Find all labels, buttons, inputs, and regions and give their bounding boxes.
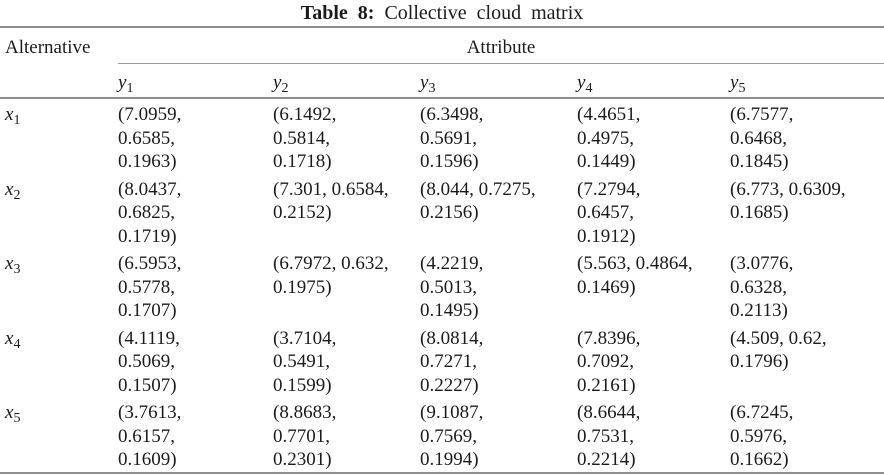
cell-x3-y5: (3.0776, 0.6328, 0.2113) bbox=[730, 253, 794, 321]
column-header-y2-var: y bbox=[273, 71, 282, 93]
column-header-y4: y4 bbox=[577, 63, 730, 99]
cell-x5-y4: (8.6644, 0.7531, 0.2214) bbox=[577, 397, 730, 474]
column-header-y4-sub: 4 bbox=[585, 80, 593, 96]
cell-x4-y3: (8.0814, 0.7271, 0.2227) bbox=[420, 327, 484, 396]
table-caption: Table 8: Collective cloud matrix bbox=[0, 0, 884, 26]
row-label-x1-sub: 1 bbox=[13, 113, 21, 128]
table-body: x1 (7.0959, 0.6585, 0.1963) (6.1492, 0.5… bbox=[0, 98, 884, 474]
row-label-x3: x3 bbox=[0, 248, 118, 323]
table-row-x4: x4 (4.1119, 0.5069, 0.1507) (3.7104, 0.5… bbox=[0, 323, 884, 398]
table-row-x2: x2 (8.0437, 0.6825, 0.1719) (7.301, 0.65… bbox=[0, 174, 884, 249]
column-header-y1: y1 bbox=[118, 63, 273, 99]
table-row-x3: x3 (6.5953, 0.5778, 0.1707) (6.7972, 0.6… bbox=[0, 248, 884, 323]
column-header-y5: y5 bbox=[730, 63, 884, 99]
cell-x4-y4: (7.8396, 0.7092, 0.2161) bbox=[577, 327, 641, 396]
cell-x1-y5: (6.7577, 0.6468, 0.1845) bbox=[730, 104, 794, 172]
cell-x5-y3: (9.1087, 0.7569, 0.1994) bbox=[420, 397, 577, 474]
table-row-x1: x1 (7.0959, 0.6585, 0.1963) (6.1492, 0.5… bbox=[0, 98, 884, 174]
cell-x3-y3: (4.2219, 0.5013, 0.1495) bbox=[420, 253, 484, 321]
cell-x2-y4: (7.2794, 0.6457, 0.1912) bbox=[577, 178, 641, 247]
cell-x4-y5: (4.509, 0.62, 0.1796) bbox=[730, 327, 827, 373]
cell-x3-y2: (6.7972, 0.632, 0.1975) bbox=[273, 253, 389, 298]
row-label-x5: x5 bbox=[0, 397, 118, 474]
column-header-y5-sub: 5 bbox=[738, 80, 746, 96]
cell-x3-y4: (5.563, 0.4864, 0.1469) bbox=[577, 253, 693, 298]
row-label-x3-var: x bbox=[5, 253, 14, 274]
table-caption-number: Table 8: bbox=[300, 2, 375, 24]
column-header-y2-sub: 2 bbox=[281, 80, 289, 96]
column-header-y1-sub: 1 bbox=[126, 80, 134, 96]
cell-x3-y1: (6.5953, 0.5778, 0.1707) bbox=[118, 253, 182, 321]
column-header-y3-var: y bbox=[420, 71, 429, 93]
cell-x1-y2: (6.1492, 0.5814, 0.1718) bbox=[273, 104, 337, 172]
row-label-x1: x1 bbox=[0, 98, 118, 174]
row-label-x2-var: x bbox=[5, 178, 14, 200]
collective-cloud-matrix-table: Alternative Attribute y1 y2 y3 y4 y5 x1 … bbox=[0, 26, 884, 474]
table-caption-text: Collective cloud matrix bbox=[384, 2, 584, 24]
column-header-y4-var: y bbox=[577, 71, 586, 93]
column-header-y1-var: y bbox=[118, 71, 127, 93]
cell-x5-y1: (3.7613, 0.6157, 0.1609) bbox=[118, 397, 273, 474]
table-row-x5: x5 (3.7613, 0.6157, 0.1609) (8.8683, 0.7… bbox=[0, 397, 884, 474]
cell-x1-y3: (6.3498, 0.5691, 0.1596) bbox=[420, 104, 484, 172]
row-label-x2-sub: 2 bbox=[13, 187, 21, 203]
header-row-attributes: y1 y2 y3 y4 y5 bbox=[0, 63, 884, 99]
cell-x2-y2: (7.301, 0.6584, 0.2152) bbox=[273, 178, 389, 224]
row-label-x2: x2 bbox=[0, 174, 118, 249]
column-header-y3: y3 bbox=[420, 63, 577, 99]
row-label-x5-var: x bbox=[5, 402, 14, 423]
cell-x5-y2: (8.8683, 0.7701, 0.2301) bbox=[273, 397, 420, 474]
cell-x2-y5: (6.773, 0.6309, 0.1685) bbox=[730, 178, 846, 224]
row-label-x5-sub: 5 bbox=[13, 411, 21, 426]
cell-x4-y1: (4.1119, 0.5069, 0.1507) bbox=[118, 327, 180, 396]
header-row-groups: Alternative Attribute bbox=[0, 26, 884, 99]
attribute-group-header: Attribute bbox=[118, 26, 884, 64]
row-label-x4: x4 bbox=[0, 323, 118, 398]
table-header: Alternative Attribute y1 y2 y3 y4 y5 bbox=[0, 26, 884, 99]
row-label-x4-sub: 4 bbox=[13, 336, 21, 352]
cell-x5-y5: (6.7245, 0.5976, 0.1662) bbox=[730, 397, 884, 474]
alternative-column-header: Alternative bbox=[0, 26, 118, 99]
cell-x4-y2: (3.7104, 0.5491, 0.1599) bbox=[273, 327, 337, 396]
cell-x1-y4: (4.4651, 0.4975, 0.1449) bbox=[577, 104, 641, 172]
column-header-y3-sub: 3 bbox=[428, 80, 436, 96]
row-label-x3-sub: 3 bbox=[13, 262, 21, 277]
column-header-y2: y2 bbox=[273, 63, 420, 99]
row-label-x4-var: x bbox=[5, 327, 14, 349]
row-label-x1-var: x bbox=[5, 104, 14, 125]
cell-x2-y1: (8.0437, 0.6825, 0.1719) bbox=[118, 178, 182, 247]
cell-x2-y3: (8.044, 0.7275, 0.2156) bbox=[420, 178, 536, 224]
cell-x1-y1: (7.0959, 0.6585, 0.1963) bbox=[118, 104, 182, 172]
column-header-y5-var: y bbox=[730, 71, 739, 93]
